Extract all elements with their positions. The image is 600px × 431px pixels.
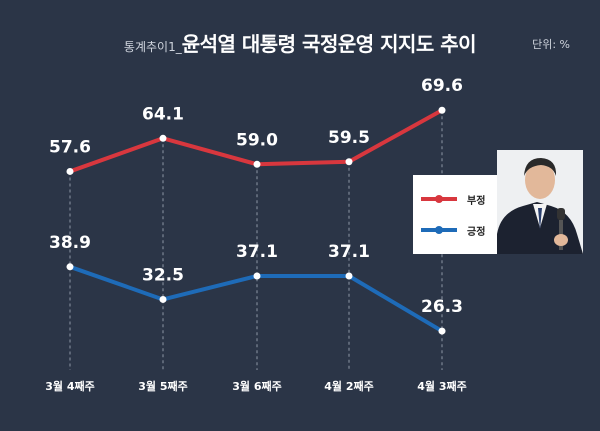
- data-point: [66, 263, 74, 271]
- data-label: 37.1: [328, 242, 370, 262]
- data-label: 59.5: [328, 128, 370, 148]
- x-tick-label: 3월 5째주: [138, 379, 188, 393]
- legend-swatch-negative: [421, 195, 457, 203]
- data-label: 26.3: [421, 297, 463, 317]
- legend-item-positive: 긍정: [421, 222, 485, 238]
- data-point: [159, 295, 167, 303]
- data-label: 59.0: [236, 130, 278, 150]
- legend-label-negative: 부정: [467, 195, 486, 207]
- title-main: 윤석열 대통령 국정운영 지지도 추이: [181, 32, 477, 56]
- data-label: 32.5: [142, 265, 184, 285]
- data-point: [345, 158, 353, 166]
- x-tick-label: 4월 3째주: [417, 379, 467, 393]
- legend-swatch-positive: [421, 226, 457, 234]
- unit-label: 단위: %: [532, 38, 570, 51]
- x-tick-label: 3월 4째주: [45, 379, 95, 393]
- legend-item-negative: 부정: [421, 191, 485, 207]
- data-point: [253, 272, 261, 280]
- president-photo: [497, 150, 583, 254]
- legend-label-positive: 긍정: [467, 226, 486, 238]
- data-label: 57.6: [49, 137, 91, 157]
- data-label: 37.1: [236, 242, 278, 262]
- data-point: [253, 160, 261, 168]
- data-point: [438, 106, 446, 114]
- data-label: 69.6: [421, 76, 463, 96]
- chart-title: 통계추이1_윤석열 대통령 국정운영 지지도 추이: [0, 28, 600, 57]
- data-point: [66, 167, 74, 175]
- data-point: [438, 327, 446, 335]
- x-tick-label: 3월 6째주: [232, 379, 282, 393]
- data-point: [345, 272, 353, 280]
- title-prefix: 통계추이1_: [123, 40, 182, 54]
- data-label: 64.1: [142, 104, 184, 124]
- data-point: [159, 134, 167, 142]
- x-tick-label: 4월 2째주: [324, 379, 374, 393]
- person-portrait-icon: [497, 150, 583, 254]
- data-label: 38.9: [49, 233, 91, 253]
